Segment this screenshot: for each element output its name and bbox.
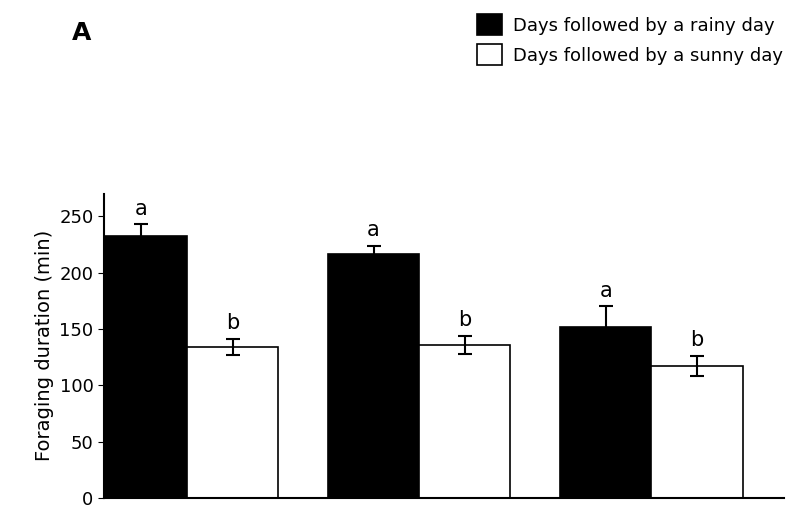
- Text: a: a: [367, 220, 380, 240]
- Text: b: b: [226, 313, 239, 333]
- Text: A: A: [72, 21, 91, 45]
- Bar: [560, 326, 651, 498]
- Bar: [96, 235, 187, 498]
- Text: b: b: [458, 310, 471, 330]
- Text: a: a: [599, 281, 612, 301]
- Text: a: a: [135, 199, 148, 219]
- Legend: Days followed by a rainy day, Days followed by a sunny day: Days followed by a rainy day, Days follo…: [477, 14, 783, 65]
- Bar: [419, 345, 510, 498]
- Bar: [187, 347, 278, 498]
- Bar: [328, 254, 419, 498]
- Bar: [651, 366, 742, 498]
- Y-axis label: Foraging duration (min): Foraging duration (min): [34, 230, 54, 462]
- Text: b: b: [690, 330, 703, 351]
